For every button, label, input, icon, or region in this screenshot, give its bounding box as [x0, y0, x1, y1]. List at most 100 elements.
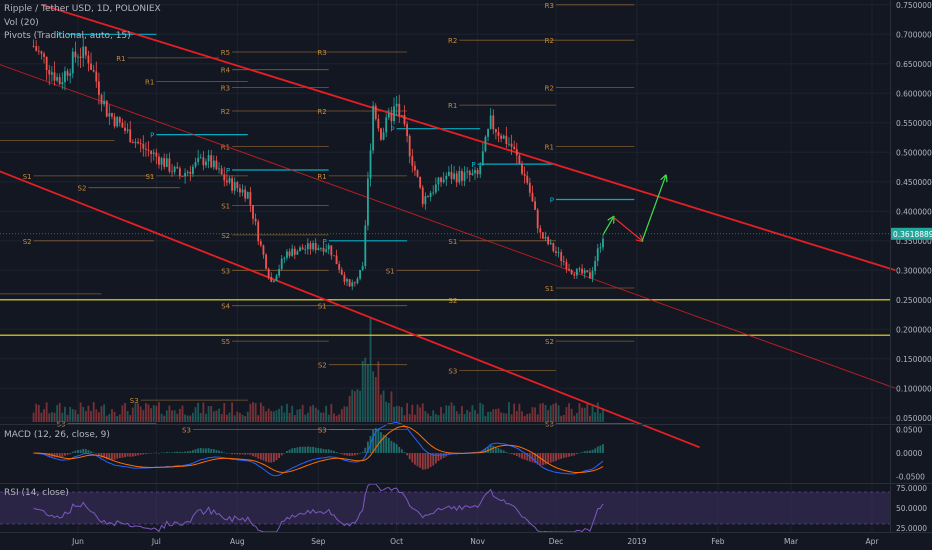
volume-legend[interactable]: Vol (20) — [4, 18, 39, 28]
projection-arrow[interactable] — [613, 216, 642, 241]
candle-body — [523, 173, 526, 176]
pivots-legend[interactable]: Pivots (Traditional, auto, 15) — [4, 31, 131, 41]
macd-histogram-bar — [372, 429, 375, 453]
volume-bar — [84, 410, 87, 422]
candle-body — [197, 158, 200, 163]
macd-histogram-bar — [552, 453, 555, 462]
candle-body — [280, 258, 283, 270]
volume-bar — [361, 360, 364, 422]
pivot-label: R1 — [56, 31, 65, 39]
candle-body — [510, 143, 513, 147]
volume-bar — [476, 413, 479, 422]
volume-bar — [492, 409, 495, 422]
projection-arrows[interactable] — [602, 176, 666, 242]
macd-histogram-bar — [160, 452, 163, 453]
candle-body — [536, 209, 539, 229]
macd-histogram-bar — [432, 453, 435, 466]
macd-histogram-bar — [544, 453, 547, 465]
macd-histogram-bar — [66, 453, 69, 455]
candle-body — [364, 225, 367, 267]
volume-bar — [338, 414, 341, 422]
price-axis[interactable]: 0.05000000 0.10000000 0.15000000 0.20000000… — [0, 1, 932, 533]
candle-body — [103, 100, 106, 105]
candle-body — [220, 168, 223, 175]
macd-histogram-bar — [121, 453, 124, 458]
rsi-legend[interactable]: RSI (14, close) — [4, 488, 69, 498]
macd-histogram-bar — [126, 453, 129, 457]
macd-legend[interactable]: MACD (12, 26, close, 9) — [4, 430, 110, 440]
macd-histogram-bar — [539, 453, 542, 466]
candle-body — [192, 166, 194, 175]
pivot-label: R1 — [448, 102, 457, 110]
candle-body — [343, 274, 346, 282]
candle-body — [466, 171, 469, 173]
volume-bar — [594, 412, 597, 422]
candle-body — [494, 129, 497, 133]
volume-bar — [353, 391, 356, 422]
last-price-label: 0.36188894 — [893, 230, 932, 239]
pivot-label: S5 — [221, 338, 230, 346]
volume-bar — [419, 407, 422, 422]
macd-histogram-bar — [155, 452, 158, 454]
macd-histogram-bar — [502, 450, 505, 453]
candle-body — [327, 245, 330, 250]
macd-histogram-bar — [515, 453, 518, 457]
volume-bar — [356, 389, 359, 422]
candle-body — [87, 55, 90, 64]
symbol-legend[interactable]: Ripple / Tether USD, 1D, POLONIEX — [4, 4, 161, 14]
candle-body — [155, 152, 158, 157]
projection-arrow[interactable] — [641, 176, 666, 242]
volume-bar — [137, 403, 139, 422]
candle-body — [283, 257, 286, 259]
pivot-label: S4 — [221, 303, 230, 311]
candle-body — [385, 117, 388, 133]
candle-body — [186, 171, 189, 173]
candle-body — [474, 170, 476, 174]
candle-body — [458, 170, 461, 183]
grid-lines — [0, 0, 890, 532]
volume-bar — [335, 415, 338, 422]
volume-bar — [513, 403, 516, 422]
candle-body — [84, 46, 87, 56]
candle-body — [275, 275, 278, 281]
macd-histogram-bar — [356, 453, 359, 455]
channel-lines[interactable] — [0, 3, 896, 449]
candle-body — [463, 172, 466, 181]
candle-body — [111, 113, 113, 117]
channel-line[interactable] — [0, 58, 896, 389]
volume-bar — [474, 410, 476, 422]
candle-body — [338, 264, 341, 270]
candle-body — [398, 103, 401, 116]
candle-body — [468, 171, 471, 175]
candle-body — [445, 175, 448, 180]
macd-histogram-bar — [74, 450, 77, 453]
volume-bar — [212, 411, 215, 422]
rsi-pane — [33, 483, 604, 533]
volume-bar — [489, 411, 492, 422]
volume-bar — [487, 411, 489, 422]
candle-body — [589, 272, 591, 279]
time-tick-label: Mar — [784, 537, 799, 546]
macd-histogram-bar — [168, 452, 171, 453]
volume-bar — [466, 410, 469, 422]
pivot-label: R1 — [221, 143, 230, 151]
time-axis[interactable]: Jun Jul Aug Sep Oct Nov Dec 2019 Feb Mar Apr — [71, 537, 879, 546]
macd-histogram-bar — [484, 448, 487, 453]
channel-line[interactable] — [0, 164, 700, 449]
volume-bar — [283, 412, 286, 422]
macd-histogram-bar — [218, 450, 220, 453]
horizontal-lines[interactable] — [0, 299, 890, 336]
volume-bar — [45, 402, 48, 422]
candle-body — [202, 157, 205, 166]
candle-body — [296, 251, 299, 255]
volume-bar — [139, 406, 142, 422]
candle-body — [521, 163, 523, 174]
macd-histogram-bar — [521, 453, 523, 459]
projection-arrow[interactable] — [602, 217, 613, 236]
candle-body — [270, 277, 273, 282]
volume-bar — [56, 405, 59, 422]
channel-line[interactable] — [41, 3, 896, 272]
pivot-label: P — [471, 161, 475, 169]
candle-body — [453, 173, 456, 179]
